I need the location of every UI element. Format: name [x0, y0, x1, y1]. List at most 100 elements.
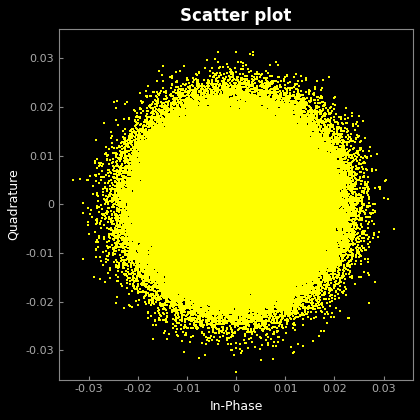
Channel 1 [163, 219, 170, 226]
Channel 1 [186, 236, 193, 243]
Channel 1 [269, 113, 276, 120]
Channel 1 [205, 154, 212, 161]
Channel 1 [164, 164, 171, 171]
Channel 1 [204, 240, 210, 247]
Channel 1 [239, 221, 246, 228]
Channel 1 [215, 248, 222, 255]
Channel 1 [239, 247, 245, 254]
Channel 1 [240, 83, 247, 90]
Channel 1 [189, 199, 196, 205]
Channel 1 [334, 191, 341, 197]
Channel 1 [279, 175, 286, 181]
Channel 1 [313, 199, 320, 206]
Channel 1 [119, 257, 126, 263]
Channel 1 [266, 136, 273, 143]
Channel 1 [156, 240, 163, 247]
Channel 1 [347, 234, 354, 241]
Channel 1 [268, 197, 275, 204]
Channel 1 [350, 251, 357, 257]
Channel 1 [202, 116, 209, 123]
Channel 1 [197, 124, 204, 131]
Channel 1 [147, 155, 153, 161]
Channel 1 [231, 238, 238, 244]
Channel 1 [261, 142, 268, 149]
Channel 1 [284, 176, 291, 183]
Channel 1 [169, 245, 176, 252]
Channel 1 [165, 198, 171, 205]
Channel 1 [203, 270, 210, 276]
Channel 1 [147, 207, 153, 214]
Channel 1 [310, 138, 317, 144]
Channel 1 [250, 275, 257, 282]
Channel 1 [281, 192, 287, 199]
Channel 1 [215, 193, 222, 199]
Channel 1 [258, 231, 265, 237]
Channel 1 [225, 191, 232, 197]
Channel 1 [245, 130, 252, 136]
Channel 1 [182, 240, 189, 247]
Channel 1 [214, 165, 221, 172]
Channel 1 [273, 113, 280, 120]
Channel 1 [257, 226, 264, 233]
Channel 1 [189, 246, 196, 253]
Channel 1 [262, 219, 268, 226]
Channel 1 [294, 293, 301, 299]
Channel 1 [153, 253, 160, 260]
Channel 1 [328, 134, 335, 140]
Channel 1 [202, 256, 209, 262]
Channel 1 [357, 206, 363, 213]
Channel 1 [227, 189, 234, 196]
Channel 1 [249, 314, 255, 320]
Channel 1 [179, 192, 186, 199]
Channel 1 [171, 125, 178, 132]
Channel 1 [226, 254, 233, 260]
Channel 1 [324, 267, 331, 274]
Channel 1 [183, 232, 189, 239]
Channel 1 [170, 246, 176, 252]
Channel 1 [193, 95, 200, 102]
Channel 1 [297, 140, 304, 147]
Channel 1 [297, 145, 303, 152]
Channel 1 [228, 312, 235, 319]
Channel 1 [252, 248, 259, 255]
Channel 1 [291, 210, 297, 217]
Channel 1 [131, 211, 137, 218]
Channel 1 [247, 214, 254, 220]
Channel 1 [253, 205, 260, 212]
Channel 1 [152, 233, 159, 240]
Channel 1 [126, 244, 132, 251]
Channel 1 [220, 195, 227, 202]
Channel 1 [304, 232, 311, 239]
Channel 1 [173, 173, 180, 180]
Channel 1 [224, 266, 231, 273]
Channel 1 [160, 143, 167, 150]
Channel 1 [186, 145, 193, 152]
Channel 1 [243, 161, 249, 168]
Channel 1 [162, 182, 169, 189]
Channel 1 [199, 211, 205, 218]
Channel 1 [281, 190, 288, 197]
Channel 1 [177, 195, 184, 202]
Channel 1 [149, 224, 155, 231]
Channel 1 [306, 159, 312, 166]
Channel 1 [182, 165, 189, 172]
Channel 1 [291, 171, 297, 178]
Channel 1 [224, 231, 231, 237]
Channel 1 [240, 194, 247, 200]
Channel 1 [213, 223, 220, 230]
Channel 1 [257, 197, 264, 203]
Channel 1 [298, 217, 304, 223]
Channel 1 [193, 113, 200, 120]
Channel 1 [159, 168, 166, 175]
Channel 1 [215, 262, 222, 269]
Channel 1 [180, 184, 186, 191]
Channel 1 [329, 179, 336, 186]
Channel 1 [147, 239, 153, 246]
Channel 1 [213, 194, 220, 200]
Channel 1 [188, 242, 194, 249]
Channel 1 [174, 125, 181, 131]
Channel 1 [244, 150, 251, 157]
Channel 1 [231, 194, 238, 200]
Channel 1 [253, 114, 260, 121]
Channel 1 [215, 214, 222, 220]
